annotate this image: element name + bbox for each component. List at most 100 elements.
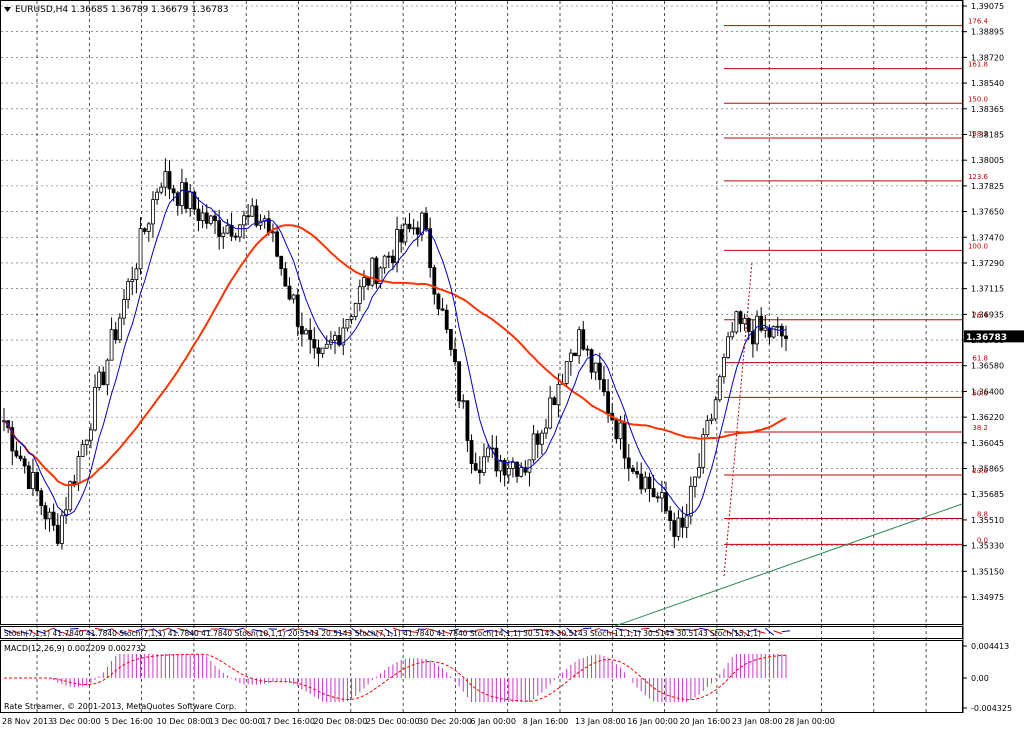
stoch-segment	[773, 630, 783, 635]
fib-level-label: 150.0	[968, 95, 988, 103]
candle-body	[672, 520, 677, 537]
candle-body	[548, 397, 553, 429]
candle-body	[320, 347, 325, 354]
candle-body	[457, 361, 462, 402]
candle	[693, 476, 697, 498]
candle-body	[279, 255, 284, 269]
candle-body	[304, 329, 308, 335]
candle-body	[755, 315, 759, 345]
candle-body	[175, 192, 180, 206]
candle-body	[655, 496, 660, 499]
stoch-segment	[425, 628, 435, 631]
candle-body	[295, 294, 300, 327]
candle-body	[233, 235, 238, 238]
candle	[180, 168, 184, 215]
candle	[221, 226, 226, 249]
candle	[531, 424, 536, 464]
candle-body	[275, 231, 279, 257]
candle	[250, 198, 255, 218]
candle-body	[784, 335, 788, 339]
trend-line[interactable]	[614, 503, 963, 627]
candle	[639, 462, 644, 494]
candle-body	[68, 481, 73, 511]
candle-body	[213, 215, 217, 222]
candle	[105, 358, 110, 396]
stoch-segment	[459, 630, 468, 633]
candle-body	[498, 460, 503, 472]
candle	[750, 319, 755, 358]
candle-body	[465, 400, 470, 441]
candle-body	[432, 267, 437, 295]
time-tick-label: 13 Jan 08:00	[575, 717, 626, 726]
time-tick-label: 28 Nov 2013	[2, 717, 53, 726]
price-tick-label: 1.35150	[971, 567, 1004, 576]
candle	[664, 481, 668, 514]
candle-body	[287, 285, 292, 300]
triangle-down-icon[interactable]	[4, 7, 11, 12]
candle-body	[76, 456, 81, 485]
candle	[93, 374, 97, 432]
candle	[465, 400, 470, 452]
candle	[312, 327, 317, 359]
candle	[328, 331, 333, 350]
candle-body	[597, 362, 602, 380]
candle	[188, 183, 193, 217]
candle-body	[142, 228, 147, 232]
candle-body	[436, 293, 441, 310]
candle-body	[395, 229, 399, 264]
candle-body	[730, 331, 735, 338]
time-tick-label: 10 Dec 08:00	[157, 717, 211, 726]
candle	[200, 205, 205, 229]
candle-body	[117, 317, 122, 341]
stochastic-strip	[3, 627, 791, 637]
candle	[349, 314, 354, 325]
candle	[709, 413, 714, 425]
candle-body	[316, 347, 321, 354]
candle	[97, 366, 102, 391]
time-tick-label: 30 Dec 20:00	[418, 717, 472, 726]
candle-body	[697, 466, 702, 478]
candle-body	[378, 267, 383, 285]
stoch-segment	[227, 629, 236, 631]
price-tick-label: 1.38540	[971, 79, 1004, 88]
candle	[527, 459, 532, 487]
candle-body	[113, 329, 118, 341]
stoch-segment	[549, 629, 559, 636]
candle	[730, 322, 735, 340]
time-tick-label: 3 Dec 00:00	[52, 717, 101, 726]
candle	[477, 456, 482, 485]
candle	[167, 160, 172, 200]
time-tick-label: 16 Jan 00:00	[627, 717, 678, 726]
candle-body	[345, 319, 350, 329]
candle-body	[651, 488, 656, 498]
candle	[519, 462, 524, 478]
candle-body	[589, 349, 594, 373]
chart-header[interactable]: EURUSD,H4 1.36685 1.36789 1.36679 1.3678…	[4, 5, 228, 15]
copyright-text: Rate Streamer, © 2001-2013, MetaQuotes S…	[4, 702, 236, 711]
candle-body	[126, 281, 131, 301]
price-tick-label: 1.35865	[971, 465, 1004, 474]
candle-body	[643, 476, 648, 490]
candle	[76, 450, 81, 492]
stoch-segment	[252, 628, 261, 632]
candle-body	[411, 227, 416, 230]
candle	[291, 293, 296, 304]
stoch-segment	[285, 628, 294, 632]
candle	[130, 266, 135, 296]
candle	[55, 513, 60, 547]
price-tick-label: 1.37290	[971, 259, 1004, 268]
candle-body	[424, 212, 428, 230]
candle-body	[10, 427, 15, 452]
candle-body	[237, 224, 242, 238]
candle	[320, 347, 325, 358]
candle	[10, 420, 15, 466]
stoch-segment	[376, 630, 385, 636]
candle	[473, 452, 478, 472]
candle-body	[477, 469, 482, 473]
candle-body	[568, 352, 573, 362]
candle	[614, 418, 619, 444]
candle-body	[564, 360, 569, 384]
candle	[697, 453, 702, 479]
